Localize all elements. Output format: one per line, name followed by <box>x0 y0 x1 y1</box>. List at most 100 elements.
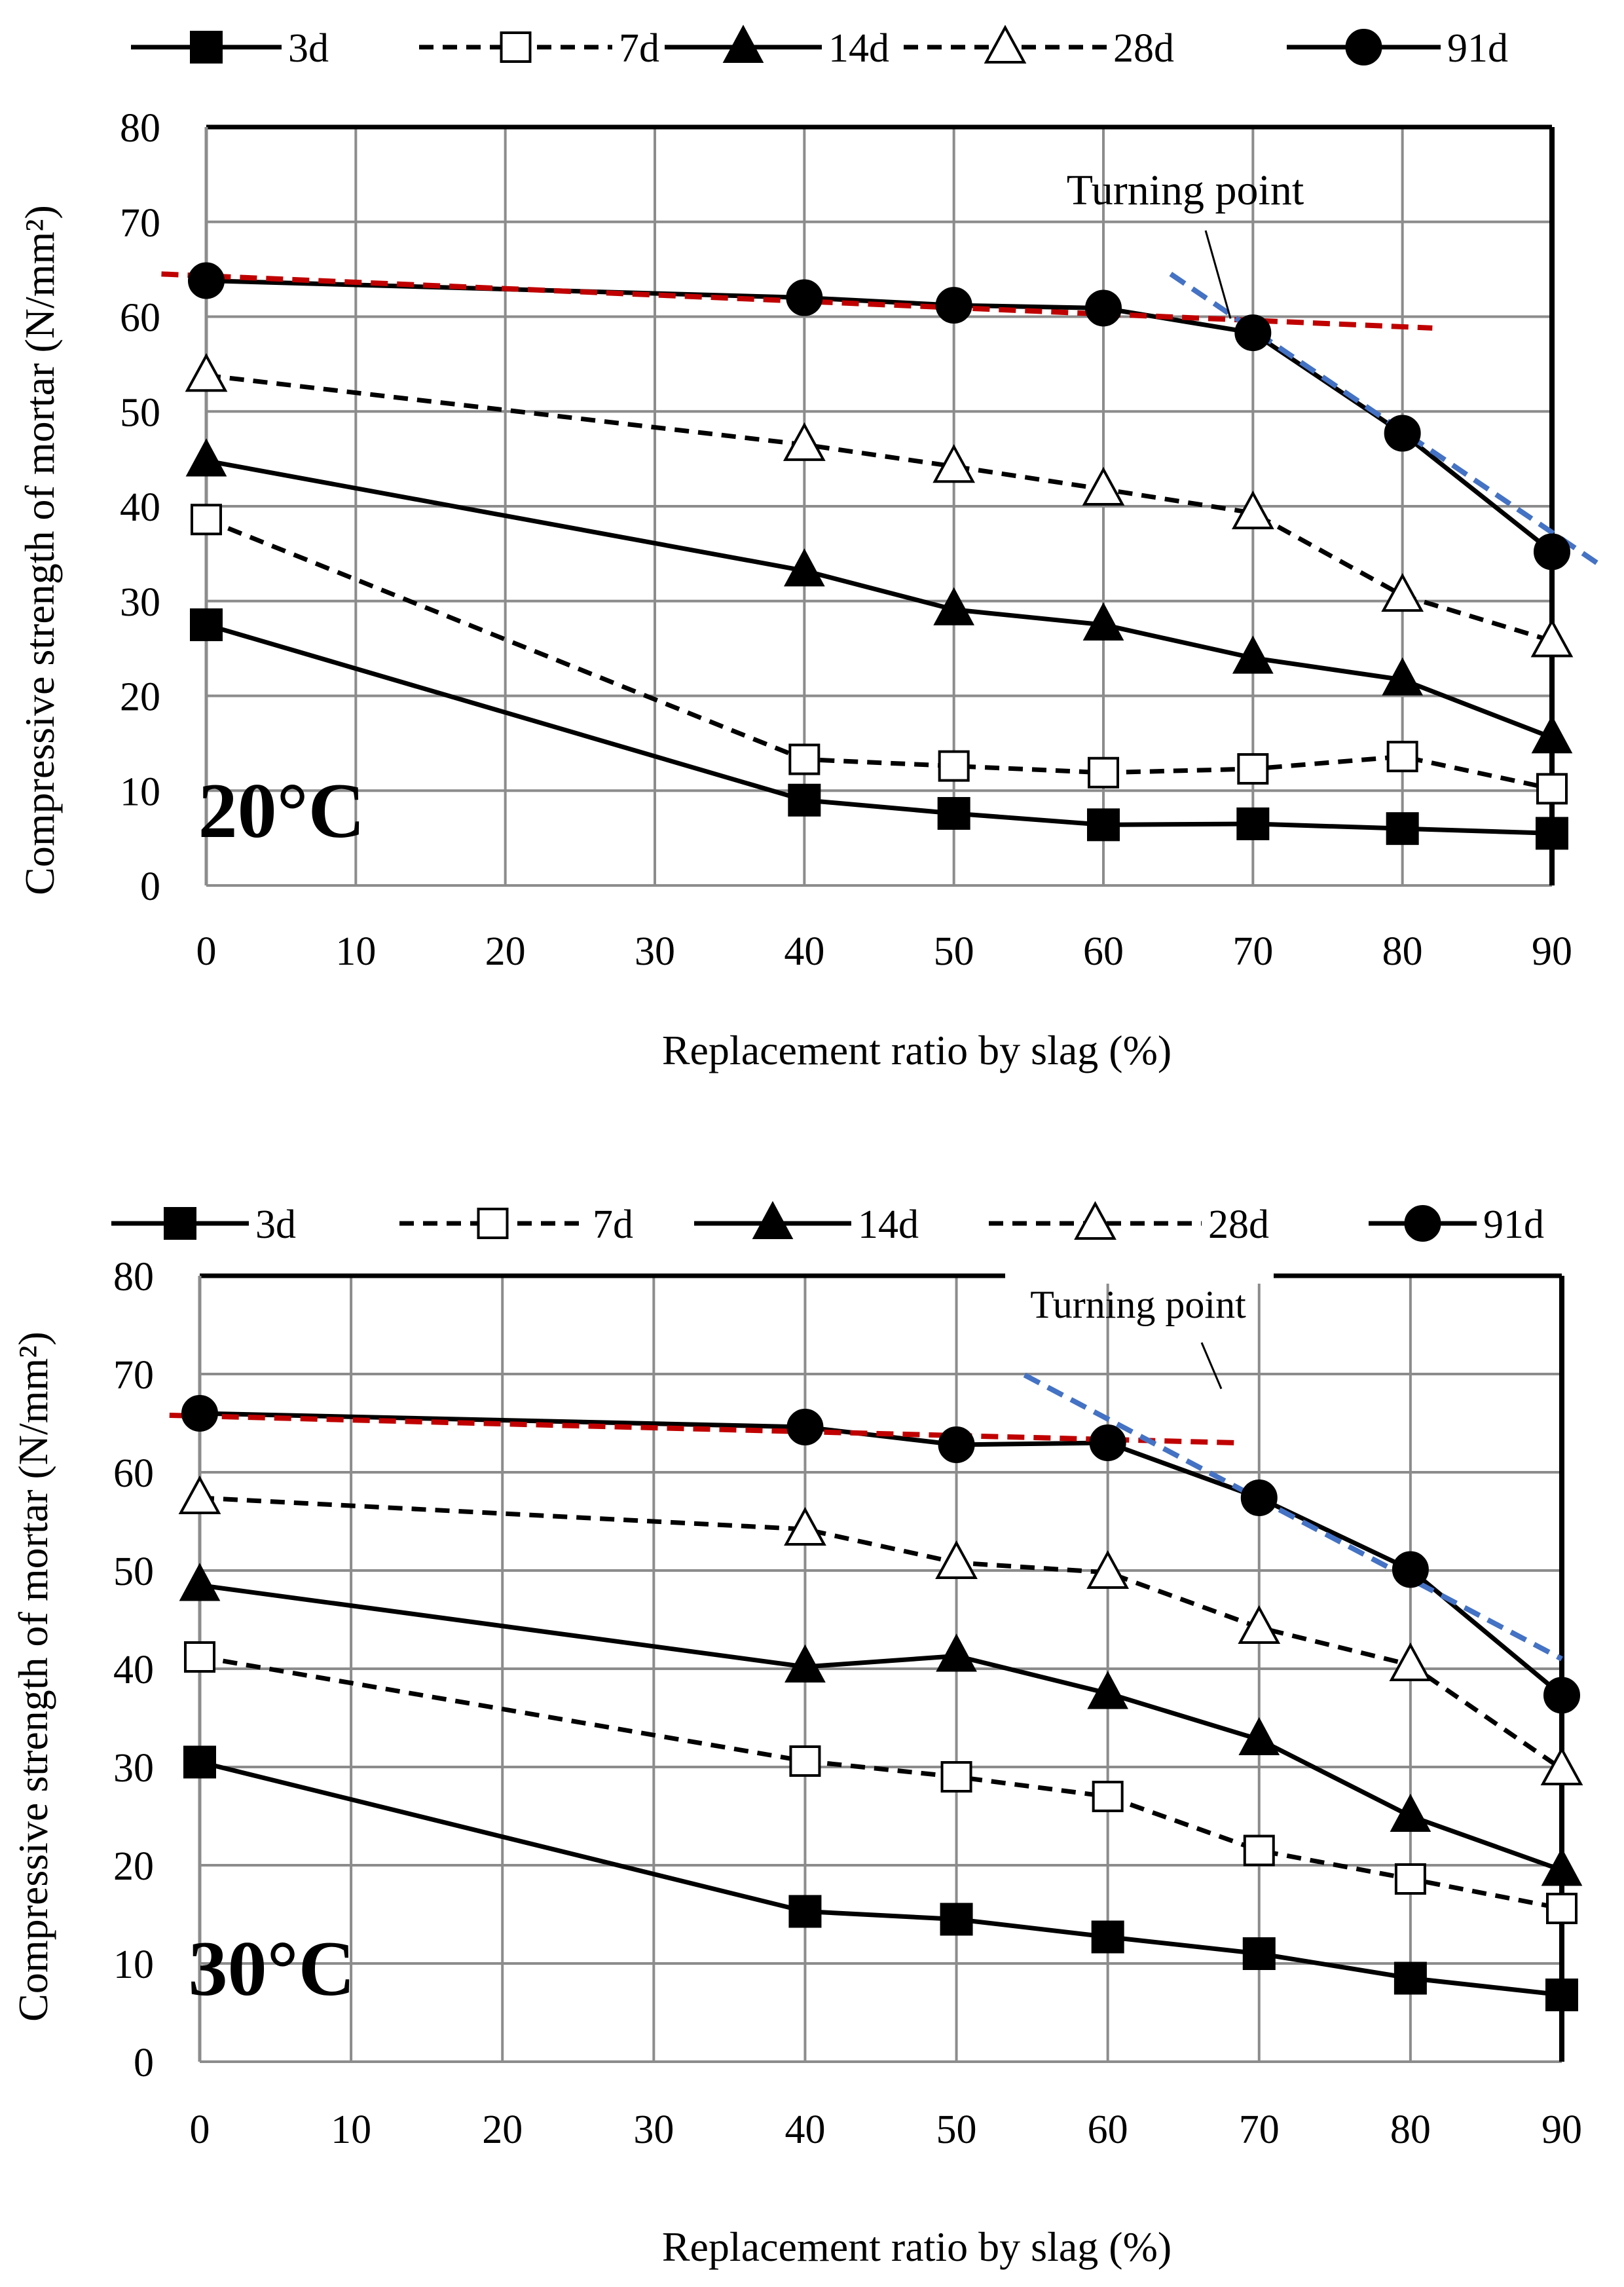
data-point <box>1543 1677 1580 1714</box>
legend-item-7d: 7d <box>419 26 659 71</box>
data-point <box>786 1409 824 1445</box>
data-point <box>1243 1834 1275 1867</box>
y-tick-label: 10 <box>113 1943 154 1987</box>
x-tick-label: 90 <box>1532 929 1572 974</box>
legend-label: 28d <box>1208 1202 1269 1247</box>
data-point <box>188 262 225 299</box>
legend-label: 7d <box>619 26 659 71</box>
y-tick-label: 0 <box>140 865 160 909</box>
data-point <box>1531 715 1573 754</box>
data-point <box>1082 466 1125 506</box>
data-point <box>1089 1424 1126 1461</box>
data-point <box>786 279 823 316</box>
data-point <box>1087 1671 1129 1709</box>
legend-marker <box>1404 1205 1441 1242</box>
x-tick-label: 20 <box>485 929 526 974</box>
series-7d <box>199 1654 1562 1911</box>
legend-item-3d: 3d <box>131 26 329 71</box>
x-axis-title: Replacement ratio by slag (%) <box>662 1027 1172 1073</box>
data-point <box>1087 808 1120 842</box>
series-line <box>205 517 1553 791</box>
data-point <box>1530 618 1574 658</box>
chart-panel-bottom: 0 10 20 30 40 50 60 70 80 90 0 10 20 30 40 50 60 70 80 Repl… <box>10 1200 1583 2270</box>
x-tick-label: 60 <box>1088 2108 1128 2152</box>
legend-marker <box>984 24 1027 64</box>
annotation-leader <box>1204 230 1232 319</box>
data-point <box>1536 773 1568 805</box>
legend-label: 14d <box>828 26 889 71</box>
x-tick-label: 50 <box>934 929 974 974</box>
y-tick-label: 70 <box>113 1353 154 1398</box>
x-tick-label: 0 <box>190 2108 210 2152</box>
data-point <box>1238 1605 1281 1644</box>
series-markers-7d <box>184 1641 1578 1924</box>
data-point <box>1242 1937 1276 1970</box>
series-markers-28d <box>185 353 1574 658</box>
data-point <box>1232 635 1274 674</box>
y-tick-label: 80 <box>120 106 160 151</box>
data-point <box>184 1641 215 1673</box>
chart-panel-top: 0 10 20 30 40 50 60 70 80 90 0 10 20 30 40 50 60 70 80 Repl… <box>16 24 1606 1073</box>
y-tick-label: 40 <box>120 485 160 530</box>
x-tick-label: 70 <box>1239 2108 1280 2152</box>
x-axis-title: Replacement ratio by slag (%) <box>662 2223 1172 2270</box>
x-tick-label: 10 <box>335 929 376 974</box>
x-tick-label: 70 <box>1232 929 1273 974</box>
data-point <box>1534 533 1570 570</box>
data-point <box>1092 1781 1124 1812</box>
series-markers-14d <box>185 438 1573 754</box>
data-point <box>1545 1979 1578 2011</box>
x-tick-label: 20 <box>482 2108 523 2152</box>
x-tick-label: 40 <box>784 929 824 974</box>
data-point <box>1238 1717 1280 1755</box>
data-point <box>179 1563 221 1601</box>
series-7d <box>205 517 1553 791</box>
series-14d <box>199 1583 1563 1872</box>
temperature-label: 20°C <box>198 767 365 854</box>
legend-marker <box>722 24 764 63</box>
legend-item-14d: 14d <box>694 1200 919 1247</box>
series-3d <box>206 622 1553 836</box>
legend-item-91d: 91d <box>1287 26 1508 71</box>
data-point <box>1237 753 1269 785</box>
data-point <box>1392 1551 1429 1588</box>
data-point <box>789 1745 821 1777</box>
y-tick-label: 60 <box>120 296 160 341</box>
data-point <box>788 783 821 817</box>
x-tick-label: 30 <box>635 929 675 974</box>
legend-label: 14d <box>858 1202 919 1247</box>
y-axis-title: Compressive strength of mortar (N/mm²) <box>16 205 63 895</box>
data-point <box>1386 812 1419 846</box>
x-tick-label: 60 <box>1083 929 1124 974</box>
legend: 3d 7d 14d 28d 91d <box>131 24 1508 71</box>
y-axis-title: Compressive strength of mortar (N/mm²) <box>10 1331 56 2022</box>
y-tick-label: 10 <box>120 770 160 814</box>
series-markers-91d <box>181 1395 1580 1714</box>
data-point <box>1389 1642 1432 1681</box>
annotation-leader <box>1200 1342 1223 1390</box>
series-line <box>199 1495 1563 1771</box>
data-point <box>191 504 222 536</box>
data-point <box>1384 415 1421 452</box>
y-tick-label: 60 <box>113 1451 154 1496</box>
y-tick-label: 30 <box>113 1746 154 1791</box>
data-point <box>1540 1746 1583 1785</box>
y-tick-label: 20 <box>113 1844 154 1889</box>
data-point <box>1082 602 1124 641</box>
data-point <box>1386 741 1418 773</box>
data-point <box>940 1903 973 1936</box>
series-line <box>206 622 1553 836</box>
data-point <box>937 796 970 830</box>
data-point <box>1231 490 1274 530</box>
series-markers-14d <box>179 1563 1583 1886</box>
data-point <box>933 587 975 625</box>
data-point <box>1091 1920 1124 1954</box>
temperature-label: 30°C <box>189 1925 356 2012</box>
annotation-turning-point: Turning point <box>1067 166 1304 214</box>
data-point <box>1234 314 1272 352</box>
annotation-turning-point: Turning point <box>1030 1283 1246 1326</box>
series-markers-28d <box>178 1475 1583 1785</box>
x-tick-label: 90 <box>1541 2108 1582 2152</box>
legend-marker <box>500 31 532 63</box>
